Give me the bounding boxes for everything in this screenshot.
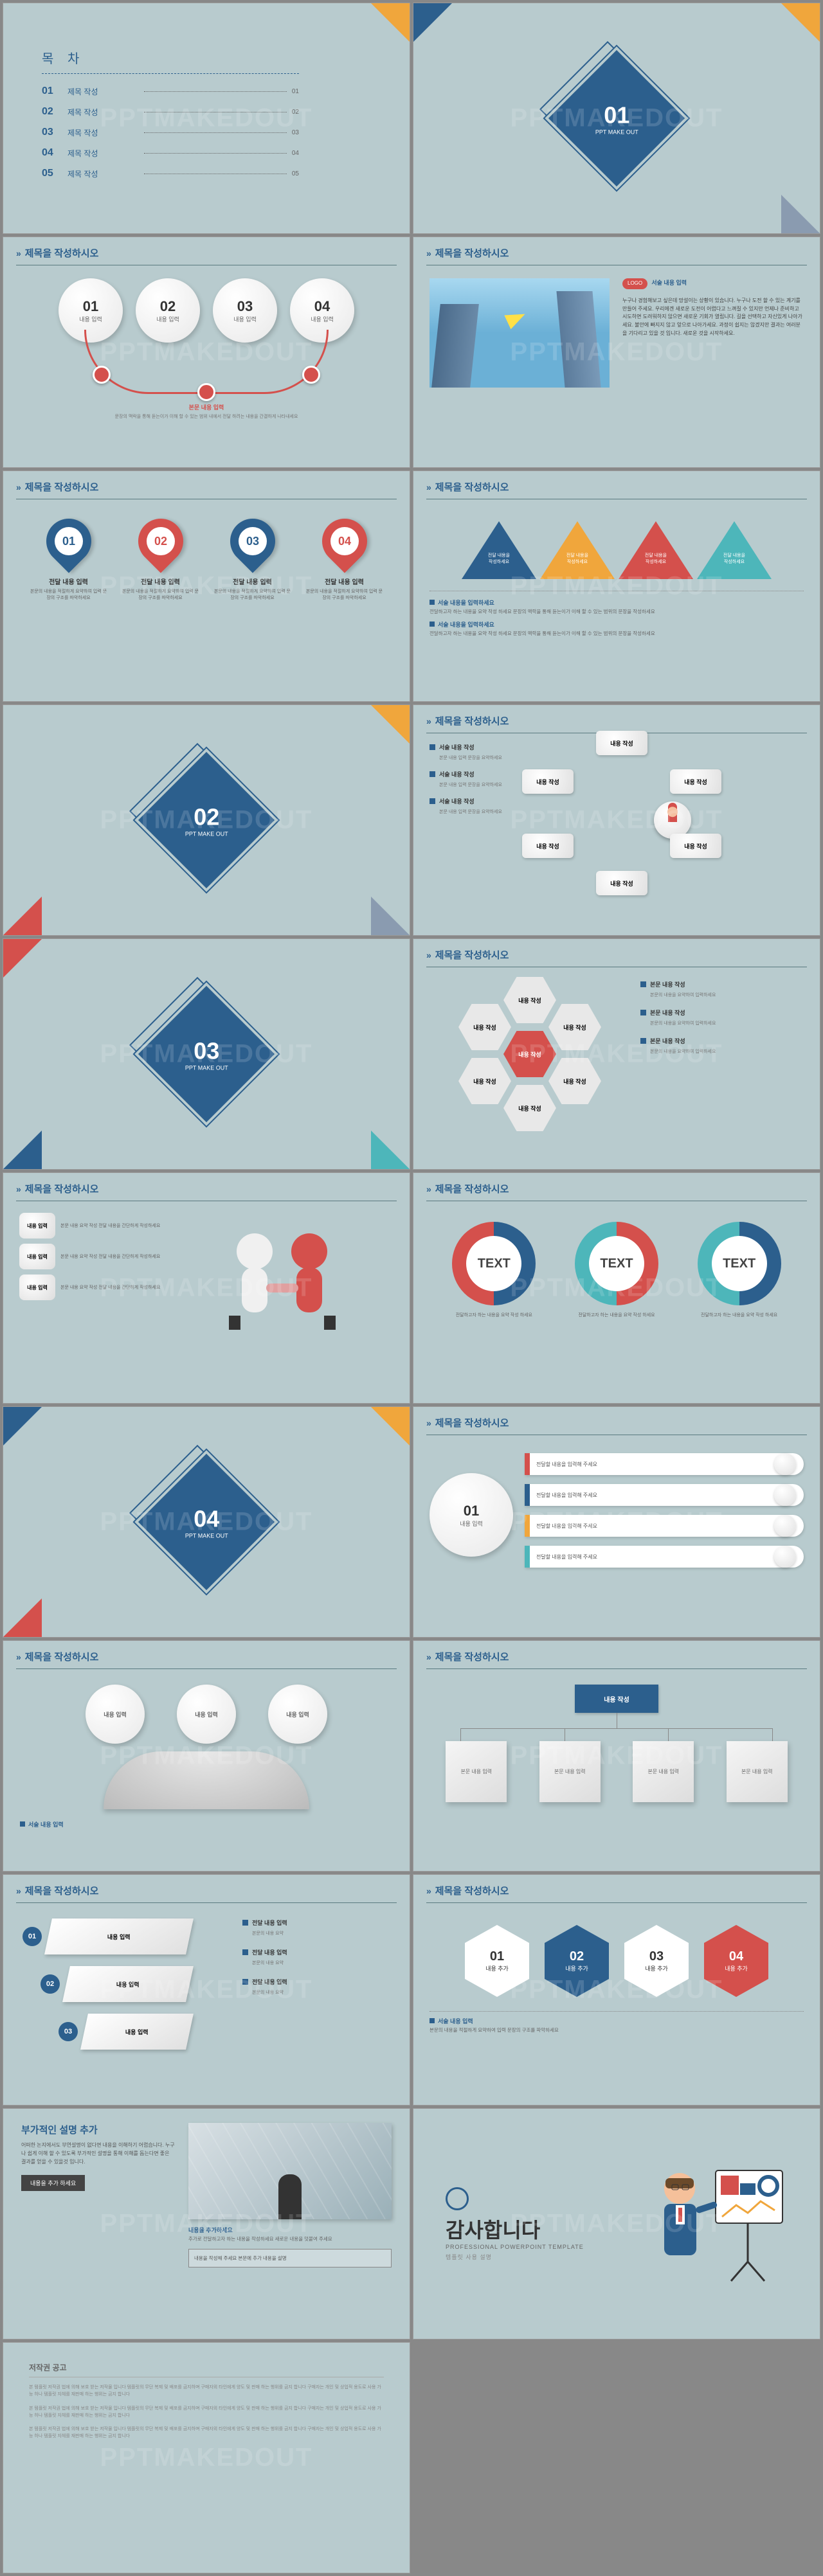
flow-boxes: 01내용 입력 02내용 입력 03내용 입력 <box>23 1919 190 2050</box>
logo-badge: LOGO <box>622 278 647 289</box>
corner-decoration <box>413 3 452 42</box>
triangle-item: 전달 내용을작성하세요 <box>540 521 615 579</box>
hex-step: 02내용 추가 <box>545 1925 609 1997</box>
cta-button[interactable]: 내용을 추가 하세요 <box>21 2175 85 2191</box>
chevron-icon: » <box>426 482 431 492</box>
slide-license: PPTMAKEDOUT 저작권 공고 본 템플릿 저작권 법에 의해 보호 받는… <box>3 2342 410 2573</box>
slide-image-text: PPTMAKEDOUT »제목을 작성하시오 LOGO 서술 내용 입력 누구나… <box>413 237 820 468</box>
handshake-figure <box>197 1213 393 1343</box>
bar-item: 전달할 내용을 입력해 주세요 <box>525 1484 804 1506</box>
slide-thanks: PPTMAKEDOUT 감사합니다 PROFESSIONAL POWERPOIN… <box>413 2108 820 2339</box>
chevron-icon: » <box>426 1184 431 1194</box>
slide-handshake: PPTMAKEDOUT »제목을 작성하시오 내용 입력본문 내용 요약 작성 … <box>3 1172 410 1404</box>
slide-grid: PPTMAKEDOUT 목 차 01제목 작성0102제목 작성0203제목 작… <box>0 0 823 2576</box>
chevron-icon: » <box>426 1886 431 1896</box>
toc-title: 목 차 <box>42 48 299 74</box>
chevron-icon: » <box>16 1886 21 1896</box>
chevron-icon: » <box>426 248 431 258</box>
toc-row: 05제목 작성05 <box>42 168 299 179</box>
chevron-icon: » <box>16 1652 21 1662</box>
thanks-title: 감사합니다 <box>446 2214 640 2244</box>
slide-tree: PPTMAKEDOUT »제목을 작성하시오 내용 입력 내용 입력 내용 입력… <box>3 1640 410 1872</box>
triangle-item: 전달 내용을작성하세요 <box>619 521 693 579</box>
corner-decoration <box>371 3 410 42</box>
hex-cluster: 내용 작성 내용 작성 내용 작성 내용 작성 내용 작성 내용 작성 내용 작… <box>430 977 629 1125</box>
toc-row: 02제목 작성02 <box>42 106 299 118</box>
radial-label: 내용 작성 <box>522 769 574 794</box>
slide-circles-arc: PPTMAKEDOUT »제목을 작성하시오 01내용 입력02내용 입력03내… <box>3 237 410 468</box>
chevron-icon: » <box>16 248 21 258</box>
arc-connector <box>84 330 329 394</box>
slide-hex-steps: PPTMAKEDOUT »제목을 작성하시오 01내용 추가02내용 추가03내… <box>413 1874 820 2106</box>
section-diamond: 03PPT MAKE OUT <box>158 1006 255 1102</box>
radial-label: 내용 작성 <box>596 731 647 755</box>
section-diamond: 02PPT MAKE OUT <box>158 772 255 868</box>
slide-section-03: PPTMAKEDOUT 03PPT MAKE OUT <box>3 938 410 1170</box>
hex-step: 01내용 추가 <box>465 1925 529 1997</box>
radial-label: 내용 작성 <box>596 871 647 895</box>
slide-flow: PPTMAKEDOUT »제목을 작성하시오 01내용 입력 02내용 입력 0… <box>3 1874 410 2106</box>
corner-decoration <box>781 195 820 233</box>
presenter-figure <box>640 2152 788 2295</box>
radial-label: 내용 작성 <box>670 834 721 858</box>
chevron-icon: » <box>16 1184 21 1194</box>
slide-bars: PPTMAKEDOUT »제목을 작성하시오 01 내용 입력 전달할 내용을 … <box>413 1406 820 1638</box>
chevron-icon: » <box>16 482 21 492</box>
circle-icon <box>446 2187 469 2210</box>
hex-step: 03내용 추가 <box>624 1925 689 1997</box>
side-circle: 01 내용 입력 <box>430 1473 513 1557</box>
donut-chart: TEXT <box>698 1222 781 1305</box>
triangle-item: 전달 내용을작성하세요 <box>697 521 772 579</box>
hero-image <box>430 278 610 388</box>
chevron-icon: » <box>426 1418 431 1428</box>
bar-item: 전달할 내용을 입력해 주세요 <box>525 1453 804 1475</box>
radial-diagram: 내용 작성내용 작성내용 작성내용 작성내용 작성내용 작성 <box>541 743 804 897</box>
dome-shape <box>104 1751 309 1809</box>
slide-section-04: PPTMAKEDOUT 04PPT MAKE OUT <box>3 1406 410 1638</box>
pin-item: 02전달 내용 입력본문의 내용을 적절하게 요약하여 입력 문장의 구조를 파… <box>122 519 199 602</box>
photo-placeholder <box>188 2123 392 2219</box>
radial-label: 내용 작성 <box>670 769 721 794</box>
triangle-item: 전달 내용을작성하세요 <box>462 521 536 579</box>
toc: 목 차 01제목 작성01 02제목 작성02 03제목 작성03 04제목 작성04… <box>42 48 299 188</box>
donut-chart: TEXT <box>452 1222 536 1305</box>
toc-row: 03제목 작성03 <box>42 127 299 138</box>
slide-section-01: PPTMAKEDOUT 01PPT MAKE OUT <box>413 3 820 234</box>
slide-donuts: PPTMAKEDOUT »제목을 작성하시오 TEXTTEXTTEXT 전달하고… <box>413 1172 820 1404</box>
toc-row: 04제목 작성04 <box>42 147 299 159</box>
chevron-icon: » <box>426 716 431 726</box>
slide-toc: PPTMAKEDOUT 목 차 01제목 작성0102제목 작성0203제목 작… <box>3 3 410 234</box>
slide-org: PPTMAKEDOUT »제목을 작성하시오 내용 작성 본문 내용 입력 본문… <box>413 1640 820 1872</box>
pin-item: 03전달 내용 입력본문의 내용을 적절하게 요약하여 입력 문장의 구조를 파… <box>214 519 291 602</box>
hex-step: 04내용 추가 <box>704 1925 768 1997</box>
slide-extra: PPTMAKEDOUT 부가적인 설명 추가 어떠한 논지에서도 부연설명이 없… <box>3 2108 410 2339</box>
bar-item: 전달할 내용을 입력해 주세요 <box>525 1515 804 1537</box>
chevron-icon: » <box>426 1652 431 1662</box>
section-diamond: 04PPT MAKE OUT <box>158 1474 255 1570</box>
slide-radial: PPTMAKEDOUT »제목을 작성하시오 서술 내용 작성 본문 내용 입력… <box>413 704 820 936</box>
slide-triangles: PPTMAKEDOUT »제목을 작성하시오 전달 내용을작성하세요전달 내용을… <box>413 470 820 702</box>
pin-item: 01전달 내용 입력본문의 내용을 적절하게 요약하여 입력 문장의 구조를 파… <box>30 519 107 602</box>
slide-pins: PPTMAKEDOUT »제목을 작성하시오 01전달 내용 입력본문의 내용을… <box>3 470 410 702</box>
slide-title: 제목을 작성하시오 <box>25 246 99 260</box>
radial-label: 내용 작성 <box>522 834 574 858</box>
pin-item: 04전달 내용 입력본문의 내용을 적절하게 요약하여 입력 문장의 구조를 파… <box>306 519 383 602</box>
donut-chart: TEXT <box>575 1222 658 1305</box>
slide-section-02: PPTMAKEDOUT 02PPT MAKE OUT <box>3 704 410 936</box>
corner-decoration <box>781 3 820 42</box>
toc-row: 01제목 작성01 <box>42 85 299 97</box>
body-text: LOGO 서술 내용 입력 누구나 경험해보고 싶은데 망설이는 상황이 있습니… <box>622 278 804 388</box>
chevron-icon: » <box>426 950 431 960</box>
section-diamond: 01PPT MAKE OUT <box>568 70 665 166</box>
license-title: 저작권 공고 <box>29 2362 384 2377</box>
slide-hex-cluster: PPTMAKEDOUT »제목을 작성하시오 내용 작성 내용 작성 내용 작성… <box>413 938 820 1170</box>
bar-item: 전달할 내용을 입력해 주세요 <box>525 1546 804 1568</box>
org-top: 내용 작성 <box>575 1685 658 1713</box>
